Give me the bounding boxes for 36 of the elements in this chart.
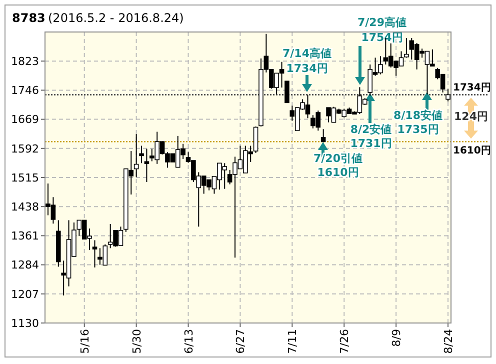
candlestick: [92, 240, 98, 268]
x-tick-label: 5/30: [130, 329, 144, 354]
candlestick: [446, 88, 450, 102]
ref-line-label: 1610円: [453, 146, 491, 157]
candlestick: [404, 38, 409, 58]
x-tick-label: 7/11: [286, 329, 300, 354]
candlestick: [144, 148, 150, 183]
y-tick-label: 1823: [11, 54, 39, 68]
y-tick-label: 1592: [11, 142, 39, 156]
candlestick: [253, 126, 258, 154]
annotation: 7/20引値 1610円: [314, 152, 362, 179]
x-tick-label: 5/16: [78, 329, 92, 354]
y-tick-label: 1284: [11, 258, 39, 272]
y-tick-label: 1438: [11, 200, 39, 214]
y-tick-label: 1361: [11, 230, 39, 243]
y-tick-label: 1746: [11, 84, 39, 98]
ref-line-label: 1734円: [453, 82, 491, 94]
y-tick-label: 1130: [11, 316, 39, 330]
candlestick: [139, 145, 144, 164]
x-tick-label: 6/27: [234, 329, 248, 354]
x-tick-label: 8/9: [390, 329, 404, 347]
x-tick-label: 6/13: [182, 329, 196, 354]
annotation: 7/14高値 1734円: [282, 47, 332, 75]
chart-title: 8783: [12, 11, 46, 25]
x-tick-label: 8/24: [442, 329, 455, 354]
candlestick: [320, 128, 326, 143]
candlestick: [134, 134, 139, 178]
y-tick-label: 1207: [11, 288, 39, 301]
y-tick-label: 1515: [11, 171, 39, 184]
candlestick: [284, 80, 290, 104]
y-tick-label: 1669: [11, 113, 39, 126]
annotation: 8/2安値 1731円: [350, 123, 392, 150]
chart-subtitle: (2016.5.2 - 2016.8.24): [48, 11, 184, 25]
x-tick-label: 7/26: [338, 329, 352, 354]
annotation: 8/18安値 1735円: [394, 109, 442, 136]
annotation: 7/29高値 1754円: [358, 16, 406, 44]
